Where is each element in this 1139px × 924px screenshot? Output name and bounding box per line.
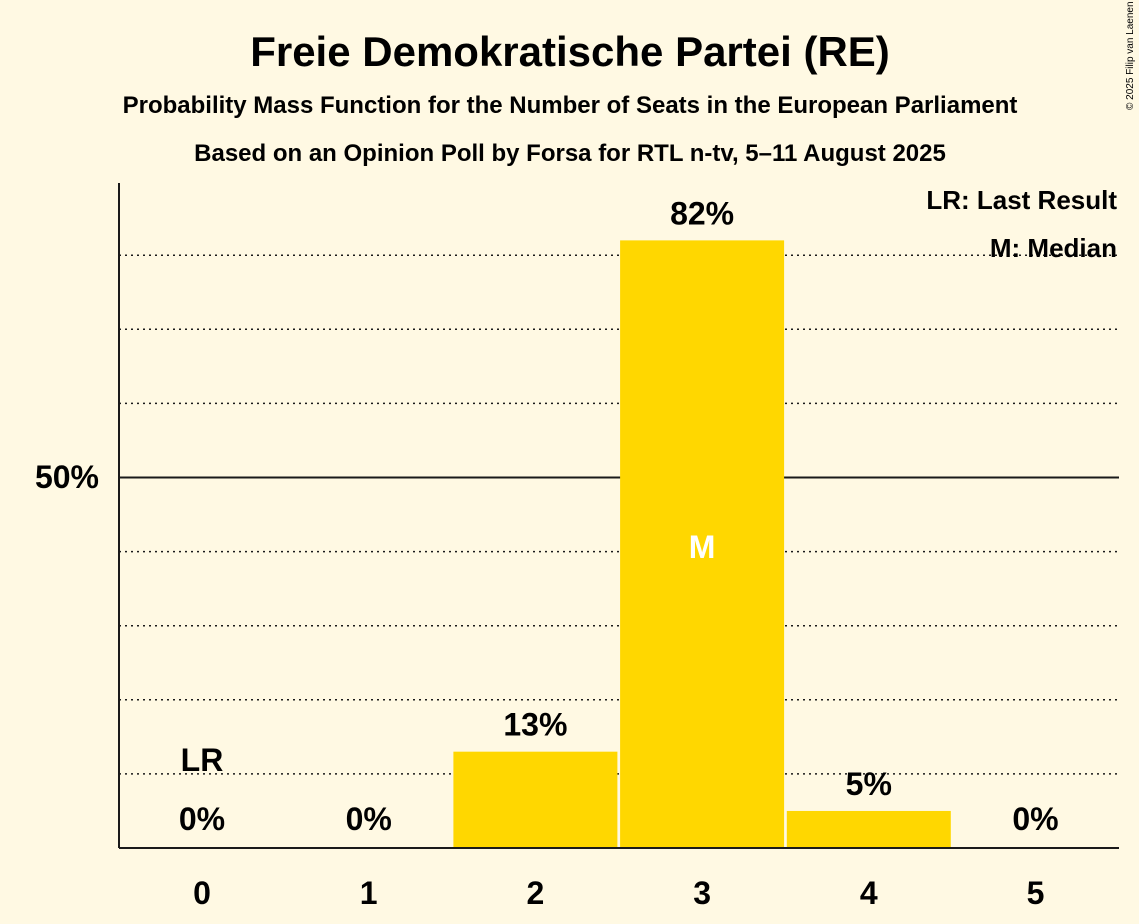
x-tick-label: 1 [360,875,378,911]
chart-title: Freie Demokratische Partei (RE) [250,28,890,75]
data-label: 5% [846,766,892,802]
x-tick-label: 4 [860,875,878,911]
data-label: 0% [1012,801,1058,837]
last-result-marker: LR [181,742,224,778]
x-tick-label: 5 [1027,875,1045,911]
x-tick-label: 0 [193,875,211,911]
legend-median: M: Median [990,233,1117,263]
chart-subtitle-source: Based on an Opinion Poll by Forsa for RT… [194,140,946,167]
data-labels: 0% 0% 13% 82% 5% 0% LR M [179,195,1059,837]
median-marker: M [689,529,716,565]
x-tick-labels: 0 1 2 3 4 5 [193,875,1044,911]
chart-subtitle: Probability Mass Function for the Number… [123,92,1018,119]
y-tick-label-50: 50% [35,459,99,495]
data-label: 82% [670,195,734,231]
data-label: 0% [346,801,392,837]
bars [453,240,951,848]
x-tick-label: 3 [693,875,711,911]
gridlines [119,254,1119,775]
bar [453,751,618,848]
copyright-text: © 2025 Filip van Laenen [1125,1,1136,110]
legend-last-result: LR: Last Result [926,185,1117,215]
data-label: 13% [503,707,567,743]
data-label: 0% [179,801,225,837]
bar [620,240,785,848]
x-tick-label: 2 [527,875,545,911]
bar [786,810,951,848]
